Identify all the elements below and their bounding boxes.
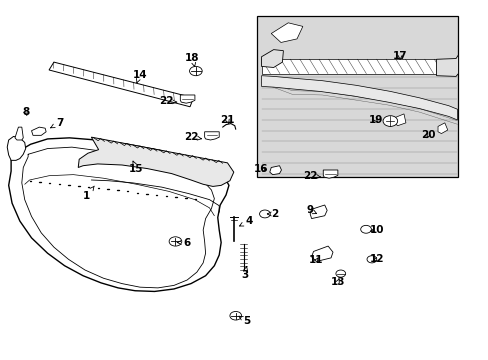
Text: 10: 10 [369, 225, 383, 235]
Text: 3: 3 [241, 266, 247, 280]
Circle shape [382, 116, 397, 126]
Polygon shape [7, 136, 26, 160]
Polygon shape [78, 137, 233, 186]
Polygon shape [49, 62, 193, 107]
Polygon shape [261, 59, 453, 73]
Circle shape [360, 225, 371, 233]
Text: 22: 22 [183, 132, 201, 142]
Text: 8: 8 [22, 107, 29, 117]
Polygon shape [256, 17, 458, 177]
Polygon shape [261, 76, 457, 120]
Text: 19: 19 [368, 115, 382, 125]
Text: 6: 6 [177, 238, 190, 248]
Text: 20: 20 [420, 130, 435, 140]
Polygon shape [271, 23, 302, 42]
Text: 21: 21 [220, 115, 234, 125]
Text: 7: 7 [51, 118, 63, 128]
Text: 11: 11 [308, 255, 323, 265]
Circle shape [335, 270, 345, 277]
Text: 22: 22 [159, 96, 177, 107]
Text: 16: 16 [254, 164, 268, 174]
Polygon shape [309, 205, 326, 219]
Text: 2: 2 [267, 209, 278, 219]
Text: 13: 13 [330, 277, 345, 287]
Text: 14: 14 [132, 69, 147, 83]
Polygon shape [180, 95, 195, 103]
Polygon shape [269, 166, 281, 175]
Polygon shape [204, 132, 219, 140]
Polygon shape [31, 127, 46, 135]
Text: 17: 17 [392, 51, 407, 61]
Polygon shape [323, 170, 337, 178]
Text: 9: 9 [305, 205, 316, 215]
Polygon shape [394, 114, 405, 126]
Circle shape [366, 256, 376, 263]
Polygon shape [311, 246, 332, 261]
Text: 15: 15 [129, 161, 143, 174]
Text: 4: 4 [239, 216, 252, 226]
Circle shape [229, 311, 241, 320]
Polygon shape [9, 138, 228, 292]
Text: 12: 12 [369, 254, 384, 264]
Text: 5: 5 [239, 316, 250, 326]
Text: 22: 22 [302, 171, 320, 181]
Circle shape [169, 237, 182, 246]
Text: 1: 1 [82, 186, 94, 201]
Polygon shape [261, 50, 283, 67]
Text: 18: 18 [185, 53, 199, 67]
Polygon shape [15, 127, 23, 140]
Polygon shape [436, 55, 458, 76]
Circle shape [189, 66, 202, 76]
Polygon shape [437, 123, 447, 134]
Circle shape [259, 210, 270, 218]
